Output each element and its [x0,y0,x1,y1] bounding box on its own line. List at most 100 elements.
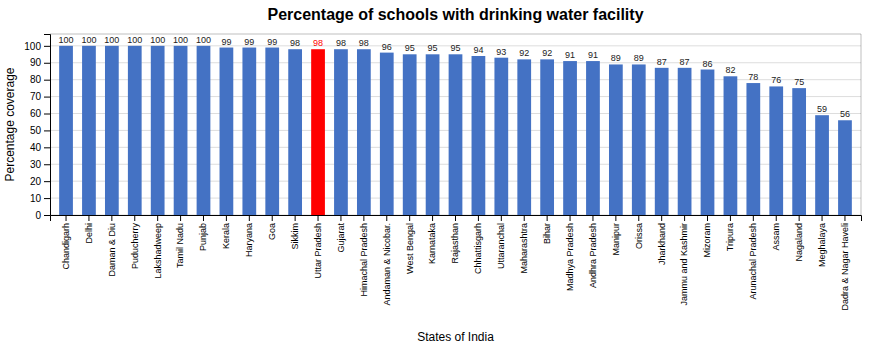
x-tick-mark [409,215,410,221]
x-tick-mark [707,215,708,221]
data-label: 59 [817,104,827,114]
x-tick: Madhya Pradesh [565,215,575,291]
bar [334,49,348,215]
x-tick: Dadra & Nagar Haveli [840,215,850,311]
x-tick-label: Maharashtra [519,223,529,274]
x-tick-label: Chandigarh [61,223,71,270]
x-tick: West Bengal [405,215,415,274]
x-tick-label: Chhattisgarh [473,223,483,274]
x-tick-label: Andaman & Nicobar. [382,223,392,306]
bar [265,48,279,215]
x-tick: Nagaland [794,215,804,262]
bar [174,46,188,215]
x-tick-mark [478,215,479,221]
y-tick: 60 [30,108,50,119]
x-tick-mark [799,215,800,221]
frame-right [861,34,862,215]
x-tick-mark [363,215,364,221]
x-tick-label: Jharkhand [657,223,667,265]
y-tick: 100 [24,41,50,52]
x-tick: Jharkhand [657,215,667,265]
x-tick-label: Tripura [725,223,735,251]
bar [769,86,783,215]
data-label: 98 [336,38,346,48]
bar [357,49,371,215]
x-tick: Andaman & Nicobar. [382,215,392,306]
x-tick: Karnataka [427,215,437,264]
data-label: 87 [657,57,667,67]
y-tick-mark [44,130,50,131]
y-tick-label: 40 [30,142,42,153]
x-tick-mark [295,215,296,221]
data-label: 100 [59,35,74,45]
y-tick-label: 50 [30,125,42,136]
data-label: 75 [794,77,804,87]
x-tick: Delhi [84,215,94,244]
x-tick-mark [226,215,227,221]
x-tick: Rajasthan [450,215,460,264]
data-label: 94 [473,45,483,55]
data-label: 87 [680,57,690,67]
y-axis: 0102030405060708090100 [24,35,50,221]
x-tick-mark [455,215,456,221]
data-label: 89 [611,53,621,63]
data-label: 89 [634,53,644,63]
y-tick-mark [44,97,50,98]
bar [678,68,692,215]
x-tick-label: Jammu and Kashmir [679,223,689,306]
x-tick-mark [524,215,525,221]
x-tick-mark [386,215,387,221]
x-tick-mark [340,215,341,221]
data-label: 99 [267,37,277,47]
x-tick-label: Manipur [611,223,621,256]
bar [540,59,554,215]
bar [586,61,600,215]
bar [82,46,96,215]
x-tick-label: Puducherry [130,223,140,270]
grid [50,46,861,215]
data-label: 98 [359,38,369,48]
y-tick: 20 [30,176,50,187]
y-tick-mark [44,147,50,148]
bar [220,48,234,215]
x-tick-label: Dadra & Nagar Haveli [840,223,850,311]
data-label: 91 [565,50,575,60]
x-tick-mark [592,215,593,221]
y-tick-label: 30 [30,159,42,170]
y-tick: 0 [35,210,50,221]
data-label: 78 [748,72,758,82]
data-label: 100 [104,35,119,45]
x-tick-mark [111,215,112,221]
y-tick-mark [44,114,50,115]
x-tick: Meghalaya [817,215,827,267]
x-tick-label: Tamil Nadu [175,223,185,268]
x-tick: Andhra Pradesh [588,215,598,288]
y-tick-mark [44,63,50,64]
x-tick: Tamil Nadu [175,215,185,268]
x-tick-label: Punjab [198,223,208,251]
data-label: 100 [127,35,142,45]
x-tick: Daman & Diu [107,215,117,277]
data-label: 100 [173,35,188,45]
x-tick-mark [730,215,731,221]
data-label: 100 [150,35,165,45]
x-tick-label: Kerala [221,223,231,249]
bar [59,46,73,215]
bar [563,61,577,215]
x-tick: Chhattisgarh [473,215,483,274]
x-tick: Puducherry [130,215,140,269]
y-tick: 10 [30,193,50,204]
x-tick: Maharashtra [519,215,529,274]
y-tick-label: 80 [30,74,42,85]
x-tick-mark [570,215,571,221]
x-tick-label: Gujarat [336,223,346,253]
x-tick-label: Uttar Pradesh [313,223,323,279]
bar [494,58,508,215]
bar [426,54,440,215]
x-tick-label: Bihar [542,223,552,244]
y-tick-label: 70 [30,91,42,102]
y-tick: 70 [30,91,50,102]
data-label: 95 [428,43,438,53]
x-tick-mark [547,215,548,221]
y-tick-mark [44,181,50,182]
